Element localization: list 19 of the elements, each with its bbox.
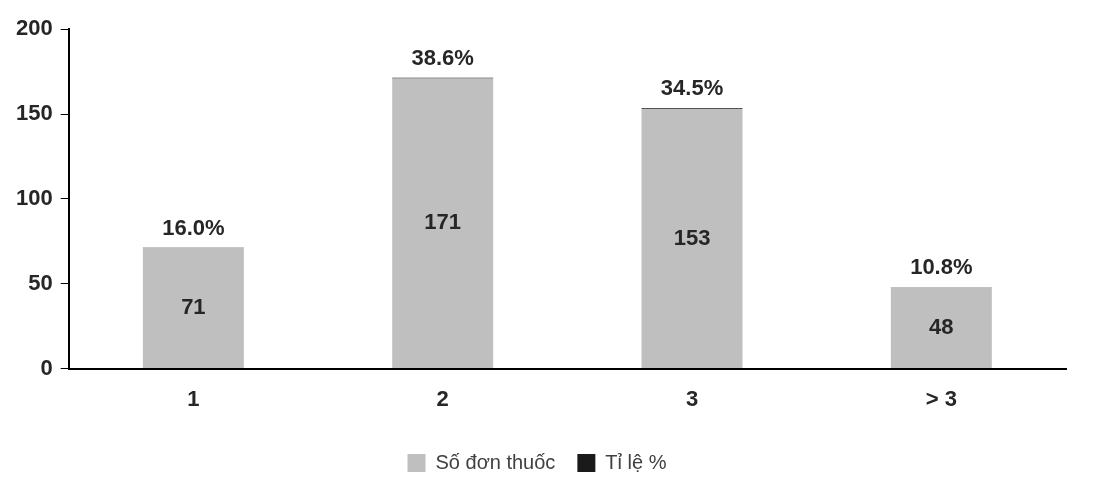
y-tick-label: 200 xyxy=(15,15,53,41)
data-label: 10.8% xyxy=(910,254,973,280)
data-label: 38.6% xyxy=(411,44,474,70)
y-tick-label: 150 xyxy=(15,100,53,126)
legend-label: Tỉ lệ % xyxy=(605,450,667,473)
x-tick-label: 3 xyxy=(685,385,699,411)
y-tick-label: 0 xyxy=(40,354,53,380)
y-tick-label: 100 xyxy=(15,184,53,210)
legend-label: Số đơn thuốc xyxy=(435,450,556,473)
data-label: 16.0% xyxy=(162,214,225,240)
data-label: 48 xyxy=(929,313,954,339)
x-tick-label: 1 xyxy=(187,385,200,411)
data-label: 153 xyxy=(673,224,711,250)
x-tick-label: 2 xyxy=(436,385,449,411)
y-tick-label: 50 xyxy=(28,269,53,295)
data-label: 171 xyxy=(424,209,462,235)
data-label: 34.5% xyxy=(660,75,724,101)
x-tick-label: > 3 xyxy=(925,385,957,411)
data-label: 71 xyxy=(181,294,206,320)
